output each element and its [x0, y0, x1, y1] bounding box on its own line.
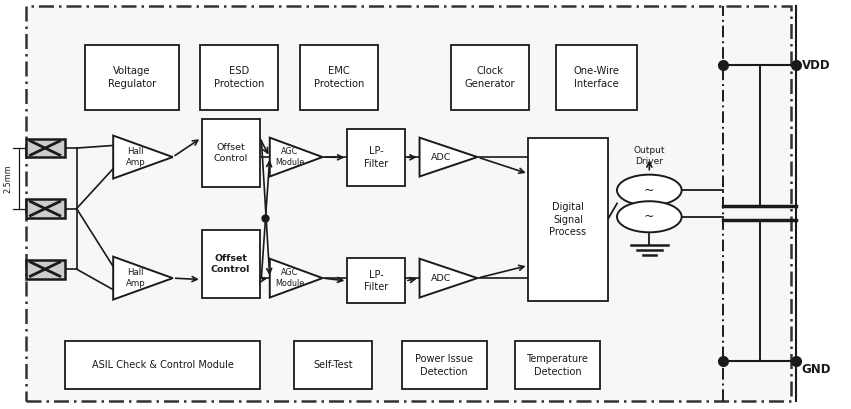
Text: Clock
Generator: Clock Generator	[465, 66, 516, 89]
Text: LP-
Filter: LP- Filter	[364, 146, 388, 169]
Text: EMC
Protection: EMC Protection	[313, 66, 364, 89]
FancyBboxPatch shape	[26, 199, 65, 218]
Text: One-Wire
Interface: One-Wire Interface	[573, 66, 620, 89]
FancyBboxPatch shape	[65, 341, 260, 389]
FancyBboxPatch shape	[200, 45, 278, 110]
Text: LP-
Filter: LP- Filter	[364, 270, 388, 292]
FancyBboxPatch shape	[556, 45, 637, 110]
Text: Offset
Control: Offset Control	[211, 254, 250, 274]
FancyBboxPatch shape	[515, 341, 600, 389]
FancyBboxPatch shape	[26, 6, 791, 401]
Polygon shape	[113, 136, 173, 178]
Text: ADC: ADC	[431, 274, 451, 283]
Text: ESD
Protection: ESD Protection	[214, 66, 265, 89]
FancyBboxPatch shape	[451, 45, 529, 110]
Polygon shape	[113, 257, 173, 299]
Polygon shape	[270, 259, 323, 298]
FancyBboxPatch shape	[294, 341, 372, 389]
Polygon shape	[420, 259, 477, 298]
FancyBboxPatch shape	[300, 45, 378, 110]
Text: Output
Driver: Output Driver	[633, 146, 665, 166]
Polygon shape	[420, 138, 477, 177]
Text: Hall
Amp: Hall Amp	[126, 147, 146, 167]
FancyBboxPatch shape	[402, 341, 487, 389]
Text: Power Issue
Detection: Power Issue Detection	[415, 354, 473, 377]
Text: AGC
Module: AGC Module	[275, 268, 304, 288]
FancyBboxPatch shape	[347, 258, 405, 303]
Text: Voltage
Regulator: Voltage Regulator	[108, 66, 156, 89]
FancyBboxPatch shape	[202, 119, 260, 187]
Text: GND: GND	[802, 363, 831, 376]
Text: Digital
Signal
Process: Digital Signal Process	[550, 202, 586, 238]
FancyBboxPatch shape	[85, 45, 179, 110]
FancyBboxPatch shape	[202, 230, 260, 298]
Text: Self-Test: Self-Test	[313, 360, 352, 370]
Text: ADC: ADC	[431, 153, 451, 162]
FancyBboxPatch shape	[26, 260, 65, 279]
Circle shape	[617, 201, 682, 232]
FancyBboxPatch shape	[347, 129, 405, 186]
Text: Hall
Amp: Hall Amp	[126, 268, 146, 288]
FancyBboxPatch shape	[528, 138, 608, 301]
FancyBboxPatch shape	[26, 139, 65, 157]
Polygon shape	[270, 138, 323, 177]
Text: 2.5mm: 2.5mm	[3, 164, 12, 193]
Text: Offset
Control: Offset Control	[214, 143, 248, 163]
Text: VDD: VDD	[802, 59, 831, 72]
Text: ~: ~	[644, 184, 654, 197]
Text: Temperature
Detection: Temperature Detection	[527, 354, 588, 377]
Text: ~: ~	[644, 210, 654, 223]
Text: AGC
Module: AGC Module	[275, 147, 304, 167]
Text: ASIL Check & Control Module: ASIL Check & Control Module	[92, 360, 233, 370]
Circle shape	[617, 175, 682, 206]
